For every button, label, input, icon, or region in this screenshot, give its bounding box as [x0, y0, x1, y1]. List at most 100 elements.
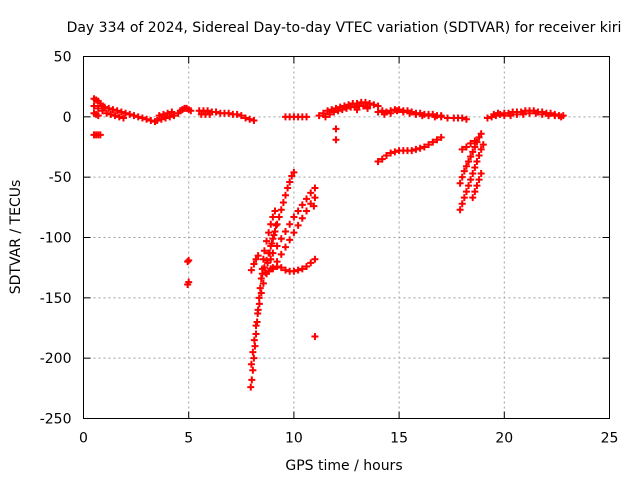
data-point	[111, 112, 119, 120]
data-point	[458, 173, 466, 181]
data-point	[374, 108, 382, 116]
data-point	[251, 342, 259, 350]
data-point	[248, 376, 256, 384]
data-point	[310, 202, 318, 210]
data-point	[458, 114, 466, 122]
data-point	[437, 112, 445, 120]
data-point	[477, 130, 485, 138]
data-point	[467, 153, 475, 161]
data-point	[250, 354, 258, 362]
data-point	[307, 259, 315, 267]
data-point	[162, 114, 170, 122]
data-point	[272, 221, 280, 229]
data-point	[269, 249, 277, 257]
data-point	[246, 115, 254, 123]
data-point	[311, 194, 319, 202]
data-point	[490, 110, 498, 118]
data-point	[471, 188, 479, 196]
data-point	[157, 115, 165, 123]
data-point	[326, 110, 334, 118]
data-point	[332, 125, 340, 133]
data-point	[343, 104, 350, 112]
data-point	[212, 108, 220, 116]
data-point	[330, 108, 338, 116]
data-point	[294, 207, 302, 215]
data-point	[359, 102, 367, 110]
y-tick-label: -250	[40, 412, 72, 428]
data-point	[462, 115, 470, 123]
data-point	[204, 107, 212, 115]
data-point	[538, 110, 546, 118]
data-point	[456, 179, 464, 187]
data-point	[147, 116, 155, 124]
data-point	[387, 149, 395, 157]
x-tick-label: 10	[285, 431, 303, 447]
data-point	[311, 184, 319, 192]
data-point	[143, 115, 151, 123]
data-point	[469, 170, 477, 178]
data-point	[290, 267, 298, 275]
data-point	[303, 207, 311, 215]
data-point	[159, 110, 167, 118]
data-point	[98, 107, 106, 115]
data-point	[255, 294, 263, 302]
data-point	[277, 250, 285, 258]
data-point	[269, 235, 277, 243]
data-point	[303, 113, 311, 121]
data-point	[425, 141, 433, 149]
data-point	[256, 284, 264, 292]
y-tick-label: -100	[40, 231, 72, 247]
data-point	[471, 143, 479, 151]
data-point	[338, 106, 346, 114]
data-point	[122, 109, 130, 117]
data-point	[303, 195, 311, 203]
data-point	[281, 243, 289, 251]
data-point	[153, 116, 161, 124]
data-point	[473, 182, 481, 190]
data-point	[265, 229, 273, 237]
data-point	[298, 214, 306, 222]
data-point	[465, 182, 473, 190]
data-point	[479, 141, 487, 149]
data-point	[225, 109, 233, 117]
y-axis-label: SDTVAR / TECUs	[8, 180, 24, 295]
data-point	[242, 114, 250, 122]
data-point	[294, 266, 302, 274]
data-point	[395, 106, 403, 114]
data-point	[115, 113, 123, 121]
data-point	[117, 108, 125, 116]
data-point	[286, 236, 294, 244]
data-point	[526, 109, 534, 117]
data-point	[473, 157, 481, 165]
data-point	[433, 136, 441, 144]
data-point	[247, 360, 255, 368]
data-point	[247, 266, 255, 274]
data-point	[277, 264, 285, 272]
chart-title: Day 334 of 2024, Sidereal Day-to-day VTE…	[67, 20, 622, 36]
data-point	[250, 336, 258, 344]
data-point	[233, 110, 241, 118]
data-point	[443, 114, 451, 122]
data-point	[382, 108, 390, 116]
data-point	[237, 112, 245, 120]
data-point	[378, 107, 386, 115]
data-point	[544, 112, 552, 120]
x-tick-label: 20	[495, 431, 513, 447]
data-point	[416, 109, 424, 117]
data-point	[252, 322, 260, 330]
data-point	[311, 255, 319, 263]
data-point	[458, 145, 466, 153]
data-point	[404, 107, 412, 115]
data-point	[168, 108, 176, 116]
data-point	[273, 220, 281, 228]
data-point	[475, 176, 483, 184]
data-point	[467, 176, 475, 184]
data-point	[467, 139, 475, 147]
data-point	[270, 231, 278, 239]
data-point	[254, 310, 262, 318]
data-point	[412, 145, 420, 153]
data-point	[408, 108, 416, 116]
x-tick-label: 25	[601, 431, 619, 447]
data-point	[184, 258, 192, 266]
